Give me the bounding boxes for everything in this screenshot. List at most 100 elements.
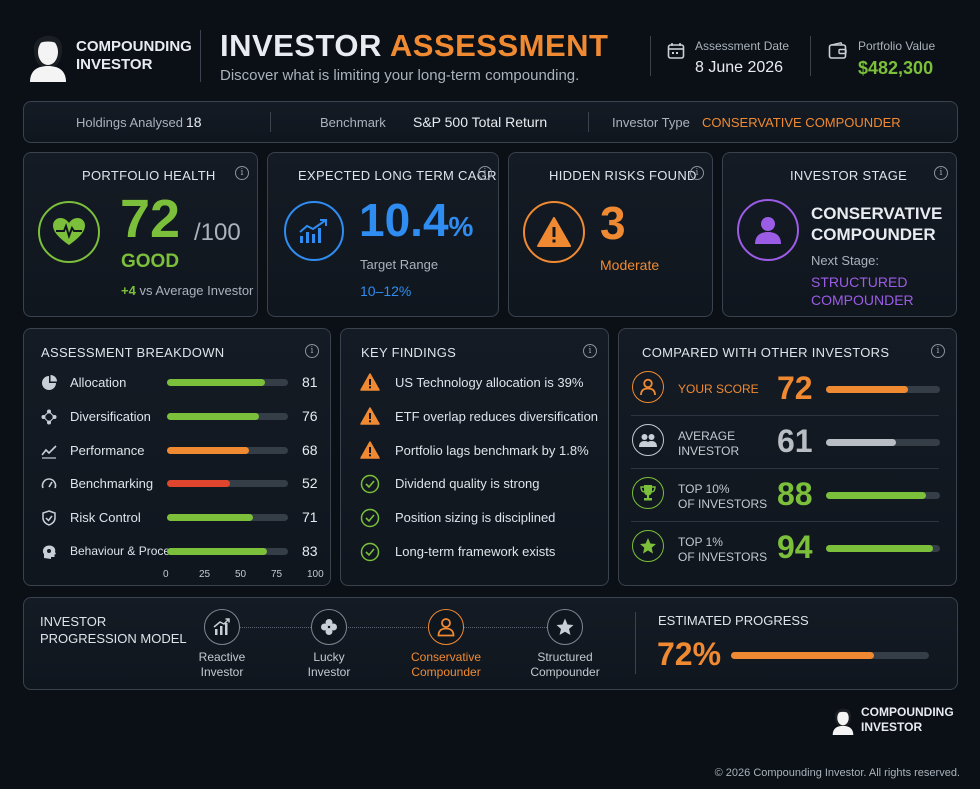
comparison-bar — [826, 492, 940, 499]
info-icon[interactable]: i — [583, 344, 597, 358]
holdings-label: Holdings Analysed — [76, 115, 183, 130]
breakdown-bar-fill — [167, 412, 259, 420]
breakdown-value: 71 — [302, 509, 318, 526]
user-icon — [437, 618, 455, 637]
progress-fill — [731, 652, 874, 659]
assessment-breakdown-card: ASSESSMENT BREAKDOWN i Allocation 81 Diver… — [23, 328, 331, 586]
breakdown-bar — [167, 548, 288, 555]
axis-tick-label: 25 — [198, 569, 211, 580]
delta-value: +4 — [121, 283, 136, 298]
user-icon — [737, 199, 799, 261]
shield-icon — [41, 510, 57, 531]
comparison-score: 88 — [777, 476, 813, 512]
info-icon[interactable]: i — [235, 166, 249, 180]
finding-text: ETF overlap reduces diversification — [395, 408, 599, 424]
info-icon[interactable]: i — [934, 166, 948, 180]
card-title: EXPECTED LONG TERM CAGR — [298, 168, 497, 183]
comparison-bar-fill — [826, 492, 927, 499]
head-gear-icon — [42, 545, 56, 559]
stage-label-line2: Investor — [200, 665, 244, 679]
breakdown-bar — [167, 446, 288, 454]
breakdown-bar — [167, 412, 288, 420]
risk-count: 3 — [600, 197, 626, 249]
breakdown-bar-fill — [167, 548, 268, 555]
finding-text: Position sizing is disciplined — [395, 510, 556, 526]
stage-node — [311, 609, 347, 645]
comparison-label: YOUR SCORE — [678, 382, 759, 397]
comparison-label: TOP 1% OF INVESTORS — [678, 535, 767, 565]
stage-label-line2: Compounder — [411, 665, 481, 679]
target-range-label: Target Range — [360, 257, 439, 272]
page-subtitle: Discover what is limiting your long-term… — [220, 67, 580, 84]
axis-tick-label: 50 — [234, 569, 247, 580]
breakdown-value: 83 — [302, 543, 318, 559]
comparison-label-line1: YOUR SCORE — [678, 382, 759, 396]
stage-label: Reactive Investor — [162, 650, 282, 680]
delta-text: vs Average Investor — [139, 283, 254, 298]
info-icon[interactable]: i — [478, 166, 492, 180]
title-part1: INVESTOR — [220, 28, 382, 63]
pie-chart-icon — [42, 375, 57, 390]
stage-label: Conservative Compounder — [386, 650, 506, 680]
cagr-value: 10.4% — [359, 195, 473, 252]
head-gear-icon — [41, 544, 57, 565]
row-divider — [631, 521, 939, 522]
progression-connector — [240, 627, 547, 628]
gauge-icon — [41, 476, 57, 497]
breakdown-bar — [167, 480, 288, 488]
assessment-date-label: Assessment Date — [695, 39, 790, 53]
risk-level: Moderate — [600, 257, 660, 273]
shield-icon — [42, 510, 56, 526]
comparison-bar-fill — [826, 439, 896, 446]
benchmark-value: S&P 500 Total Return — [413, 114, 548, 130]
comparison-card: COMPARED WITH OTHER INVESTORS i YOUR SCO… — [618, 328, 957, 586]
calendar-icon — [667, 42, 685, 65]
benchmark-label: Benchmark — [320, 115, 386, 130]
stage-line2: COMPOUNDER — [811, 225, 936, 244]
comparison-label-line2: OF INVESTORS — [678, 497, 768, 511]
breakdown-value: 81 — [302, 374, 318, 390]
star-icon — [632, 530, 664, 562]
gauge-icon — [41, 478, 57, 489]
breakdown-bar-fill — [167, 379, 265, 386]
breakdown-label: Diversification — [70, 408, 151, 424]
info-icon[interactable]: i — [690, 166, 704, 180]
cagr-unit: % — [448, 211, 474, 242]
users-icon — [632, 424, 664, 456]
heart-icon — [38, 201, 100, 263]
stage-label: Lucky Investor — [269, 650, 389, 680]
target-range: 10–12% — [360, 283, 412, 299]
trophy-icon — [632, 477, 664, 509]
footer-brand: COMPOUNDING INVESTOR — [861, 705, 954, 735]
user-icon — [632, 371, 664, 403]
brand-logo — [28, 26, 68, 82]
comparison-label-line1: AVERAGE — [678, 429, 736, 443]
axis-tick-label: 75 — [270, 569, 283, 580]
star-icon — [556, 618, 574, 635]
breakdown-bar-fill — [167, 480, 230, 488]
card-title: KEY FINDINGS — [361, 345, 457, 360]
progression-title-line1: INVESTOR — [40, 614, 107, 629]
brand-name: COMPOUNDING INVESTOR — [76, 38, 192, 74]
warning-icon — [360, 440, 380, 464]
breakdown-label: Behaviour & Process — [70, 544, 183, 558]
info-icon[interactable]: i — [305, 344, 319, 358]
investor-stage-card: INVESTOR STAGE i CONSERVATIVE COMPOUNDER… — [722, 152, 957, 317]
progress-label: ESTIMATED PROGRESS — [658, 613, 809, 628]
info-bar: Holdings Analysed 18 Benchmark S&P 500 T… — [23, 101, 958, 143]
comparison-score: 72 — [777, 370, 813, 406]
progress-bar — [731, 652, 929, 659]
brand-line1: COMPOUNDING — [76, 38, 192, 55]
warning-icon — [523, 201, 585, 263]
health-delta: +4 vs Average Investor — [121, 283, 253, 298]
comparison-label-line1: TOP 10% — [678, 482, 730, 496]
network-icon — [41, 409, 57, 425]
breakdown-bar-fill — [167, 514, 253, 522]
finding-text: Long-term framework exists — [395, 544, 556, 559]
footer-brand-line1: COMPOUNDING — [861, 705, 954, 719]
stage-label: Structured Compounder — [505, 650, 625, 680]
chart-icon — [213, 618, 230, 635]
check-icon — [360, 542, 380, 567]
card-title: ASSESSMENT BREAKDOWN — [41, 345, 225, 360]
info-icon[interactable]: i — [931, 344, 945, 358]
